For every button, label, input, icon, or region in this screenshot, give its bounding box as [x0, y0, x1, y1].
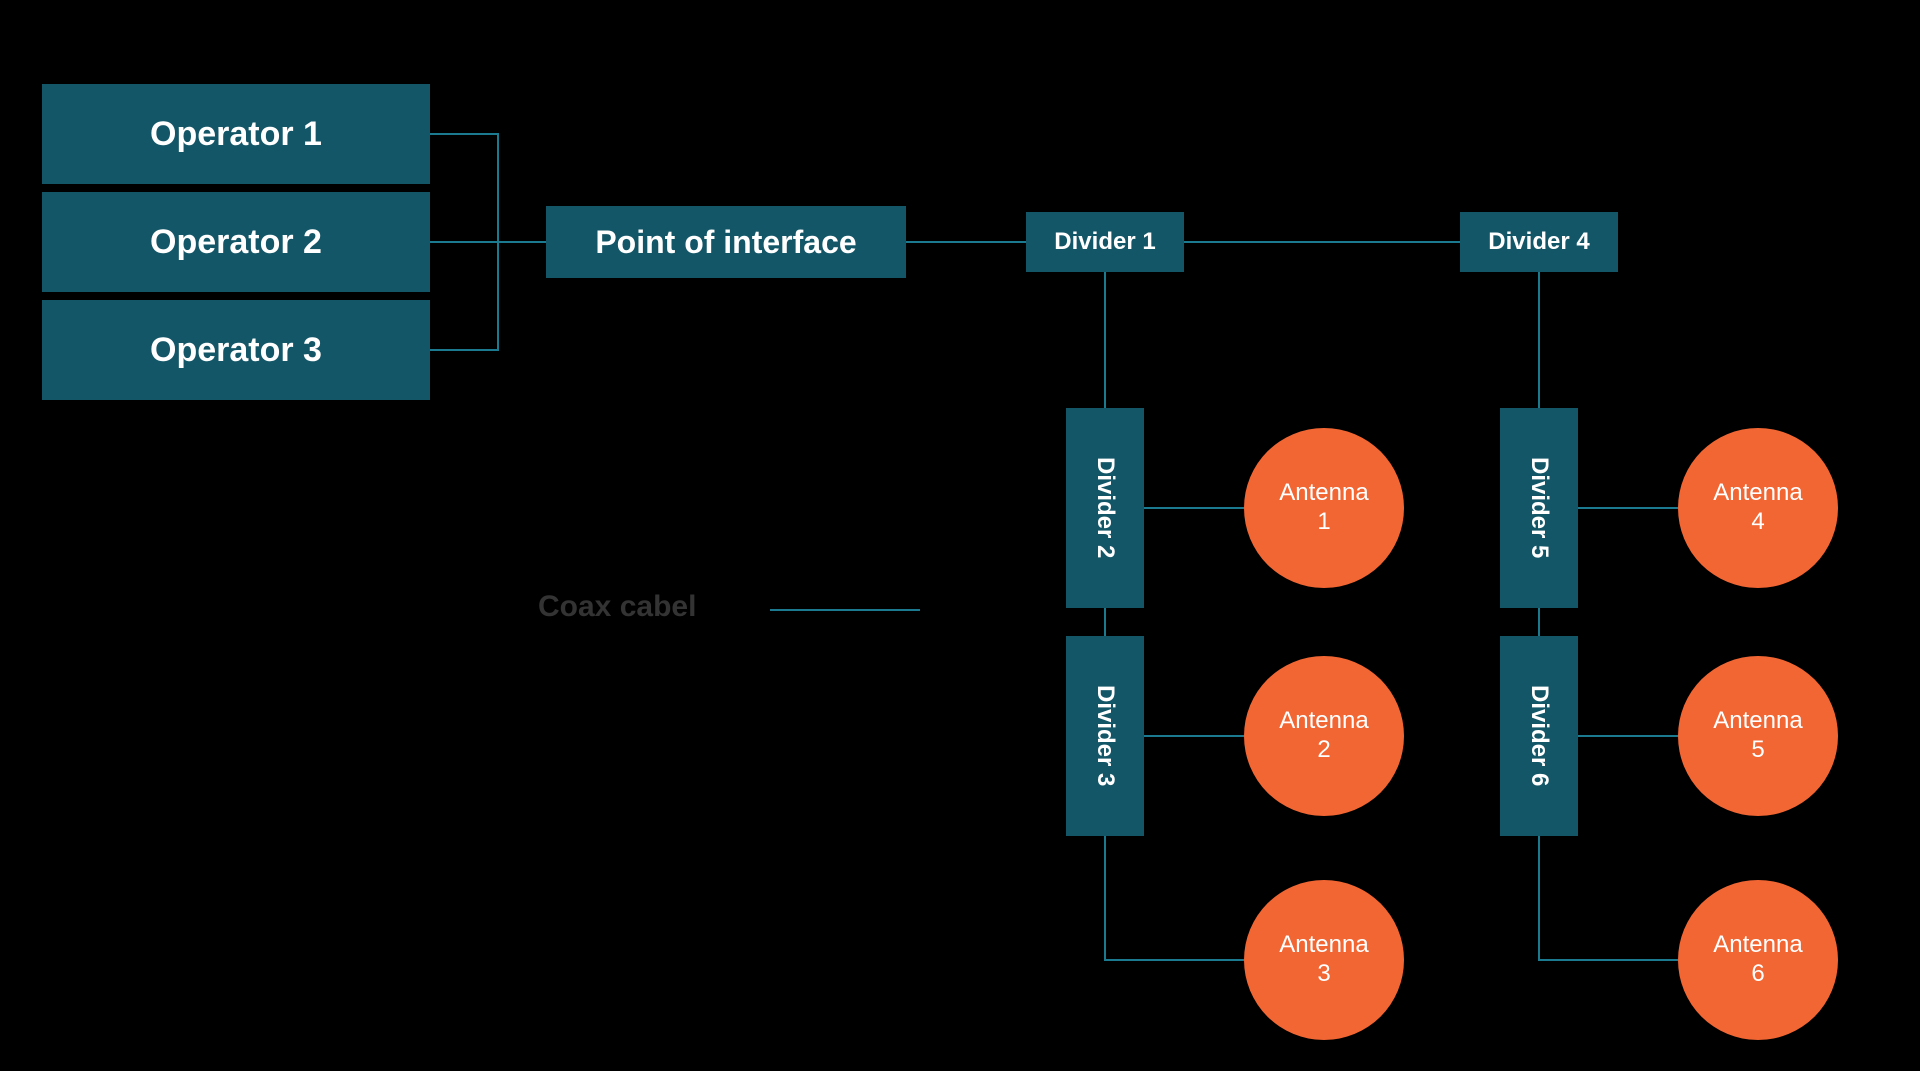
operator-3-label: Operator 3: [150, 331, 322, 370]
divider-3-label: Divider 3: [1091, 685, 1119, 786]
divider-1-box: Divider 1: [1026, 212, 1184, 272]
divider-6-label: Divider 6: [1525, 685, 1553, 786]
divider-5-box: Divider 5: [1500, 408, 1578, 608]
antenna-6-circle: Antenna 6: [1678, 880, 1838, 1040]
antenna-1-circle: Antenna 1: [1244, 428, 1404, 588]
operator-2-box: Operator 2: [42, 192, 430, 292]
antenna-5-circle: Antenna 5: [1678, 656, 1838, 816]
coax-cable-label: Coax cabel: [538, 590, 696, 624]
antenna-1-label: Antenna 1: [1279, 479, 1368, 537]
divider-4-box: Divider 4: [1460, 212, 1618, 272]
antenna-6-label: Antenna 6: [1713, 931, 1802, 989]
divider-1-label: Divider 1: [1054, 228, 1155, 256]
antenna-3-label: Antenna 3: [1279, 931, 1368, 989]
divider-2-label: Divider 2: [1091, 457, 1119, 558]
antenna-2-circle: Antenna 2: [1244, 656, 1404, 816]
point-of-interface-label: Point of interface: [595, 224, 856, 261]
operator-2-label: Operator 2: [150, 223, 322, 262]
antenna-2-label: Antenna 2: [1279, 707, 1368, 765]
operator-1-box: Operator 1: [42, 84, 430, 184]
divider-6-box: Divider 6: [1500, 636, 1578, 836]
divider-3-box: Divider 3: [1066, 636, 1144, 836]
antenna-5-label: Antenna 5: [1713, 707, 1802, 765]
divider-4-label: Divider 4: [1488, 228, 1589, 256]
antenna-3-circle: Antenna 3: [1244, 880, 1404, 1040]
antenna-4-label: Antenna 4: [1713, 479, 1802, 537]
operator-1-label: Operator 1: [150, 115, 322, 154]
antenna-4-circle: Antenna 4: [1678, 428, 1838, 588]
operator-3-box: Operator 3: [42, 300, 430, 400]
divider-5-label: Divider 5: [1525, 457, 1553, 558]
diagram-canvas: Operator 1 Operator 2 Operator 3 Point o…: [0, 0, 1920, 1071]
divider-2-box: Divider 2: [1066, 408, 1144, 608]
point-of-interface-box: Point of interface: [546, 206, 906, 278]
